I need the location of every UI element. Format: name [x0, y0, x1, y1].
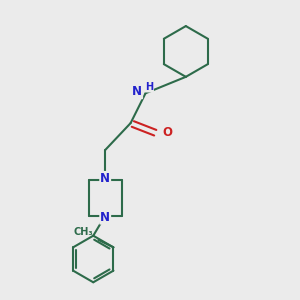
Text: O: O: [162, 126, 172, 139]
Text: H: H: [145, 82, 153, 92]
Text: CH₃: CH₃: [74, 227, 93, 238]
Text: N: N: [100, 211, 110, 224]
Text: N: N: [100, 172, 110, 185]
Text: N: N: [132, 85, 142, 98]
